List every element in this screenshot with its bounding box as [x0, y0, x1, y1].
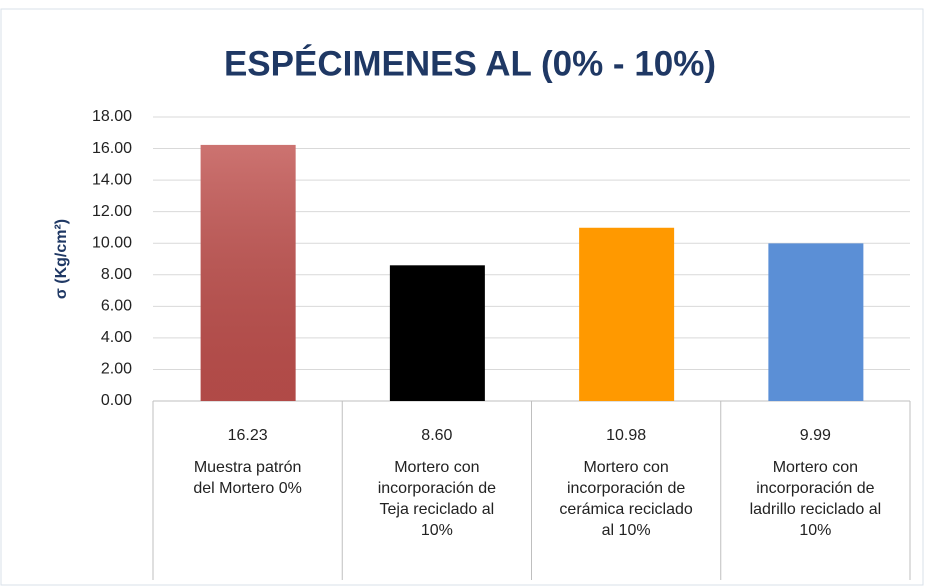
bar	[768, 243, 864, 401]
value-label: 9.99	[800, 427, 831, 444]
y-tick-label: 8.00	[101, 266, 132, 283]
y-tick-label: 0.00	[101, 392, 132, 409]
x-tick-label-box: Mortero con incorporación de Teja recicl…	[377, 459, 497, 539]
y-axis-label: σ (Kg/cm²)	[53, 219, 70, 299]
bar	[579, 227, 675, 401]
value-label: 16.23	[228, 427, 268, 444]
value-label: 8.60	[421, 427, 452, 444]
x-tick-label: Mortero con incorporación de cerámica re…	[559, 459, 693, 539]
y-tick-label: 2.00	[101, 361, 132, 378]
x-tick-label: Mortero con incorporación de Teja recicl…	[377, 459, 497, 539]
y-tick-label: 12.00	[92, 203, 132, 220]
x-tick-label-box: Muestra patrón del Mortero 0%	[193, 459, 302, 497]
y-tick-label: 6.00	[101, 298, 132, 315]
x-tick-label-box: Mortero con incorporación de ladrillo re…	[749, 459, 882, 539]
y-tick-label: 16.00	[92, 140, 132, 157]
bar	[389, 265, 485, 401]
x-tick-label-box: Mortero con incorporación de cerámica re…	[559, 459, 693, 539]
x-tick-label: Mortero con incorporación de ladrillo re…	[749, 459, 882, 539]
y-tick-label: 14.00	[92, 171, 132, 188]
chart-title: ESPÉCIMENES AL (0% - 10%)	[224, 43, 716, 83]
y-tick-label: 4.00	[101, 329, 132, 346]
x-tick-label: Muestra patrón del Mortero 0%	[193, 459, 302, 497]
bar-shading	[200, 144, 296, 401]
y-tick-label: 18.00	[92, 108, 132, 125]
y-tick-label: 10.00	[92, 234, 132, 251]
value-label: 10.98	[606, 427, 646, 444]
